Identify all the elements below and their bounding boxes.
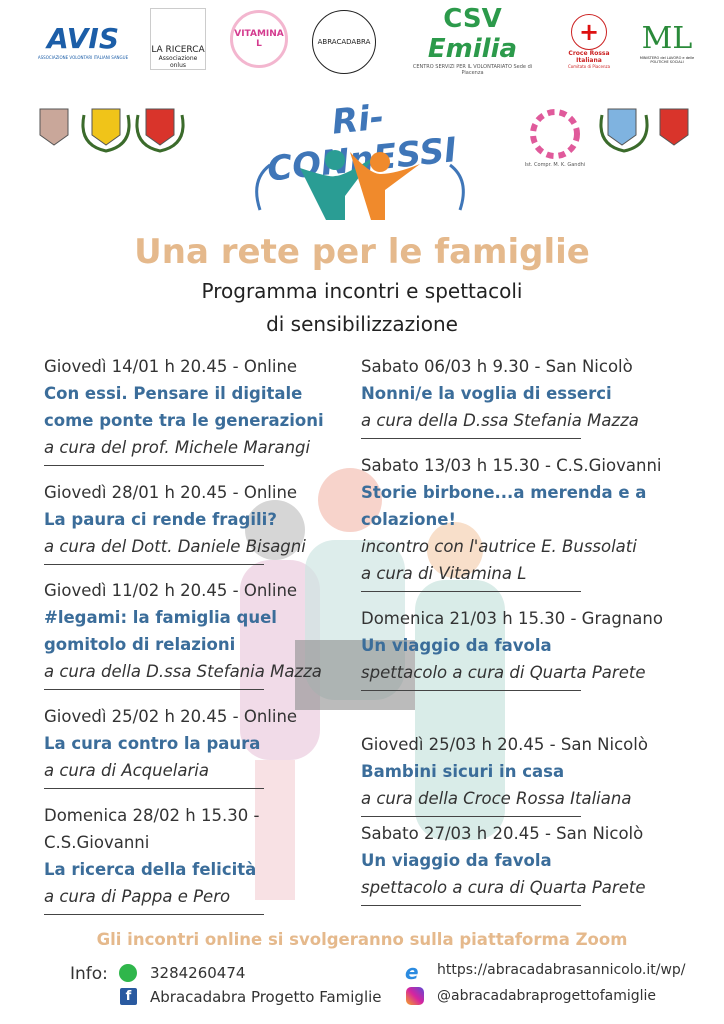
event-who: a cura della D.ssa Stefania Mazza [361, 411, 639, 430]
divider [44, 788, 264, 789]
event-title: Un viaggio da favola [361, 636, 552, 655]
event-item: Giovedì 25/03 h 20.45 - San Nicolò Bambin… [361, 731, 671, 817]
event-title: Con essi. Pensare il digitale [44, 384, 303, 403]
event-when: Sabato 06/03 h 9.30 - San Nicolò [361, 357, 633, 376]
municipal-coats-of-arms-left [39, 108, 185, 153]
event-when: Domenica 28/02 h 15.30 - [44, 806, 260, 825]
event-who: spettacolo a cura di Quarta Parete [361, 878, 646, 897]
croce-rossa-logo: + Croce Rossa Italiana Comitato di Piacenz… [558, 10, 620, 72]
event-who: a cura del prof. Michele Marangi [44, 438, 311, 457]
event-when: Giovedì 25/02 h 20.45 - Online [44, 707, 298, 726]
abracadabra-logo: ABRACADABRA [312, 10, 376, 74]
event-when: Giovedì 11/02 h 20.45 - Online [44, 581, 298, 600]
event-title: Nonni/e la voglia di esserci [361, 384, 612, 403]
event-who: a cura del Dott. Daniele Bisagni [44, 537, 306, 556]
event-when: Sabato 27/03 h 20.45 - San Nicolò [361, 824, 644, 843]
ministero-lavoro-logo: ML MINISTERO del LAVORO e delle POLITICHE… [639, 20, 695, 64]
event-who: spettacolo a cura di Quarta Parete [361, 663, 646, 682]
event-title: La cura contro la paura [44, 734, 261, 753]
event-item: Sabato 06/03 h 9.30 - San Nicolò Nonni/e … [361, 353, 671, 439]
facebook-link[interactable]: Abracadabra Progetto Famiglie [150, 988, 382, 1006]
website-link[interactable]: https://abracadabrasannicolo.it/wp/ [437, 962, 686, 978]
divider [361, 438, 581, 439]
event-title: La paura ci rende fragili? [44, 510, 277, 529]
gandhi-school-logo: Ist. Compr. M. K. Gandhi [515, 92, 595, 168]
vitamina-l-logo: VITAMINA L [230, 10, 288, 68]
online-note: Gli incontri online si svolgeranno sulla… [96, 930, 628, 949]
divider [361, 591, 581, 592]
instagram-icon [406, 987, 424, 1005]
ri-connessi-logo: Ri-CONnESSI [240, 98, 480, 220]
event-who: incontro con l'autrice E. Bussolati [361, 537, 637, 556]
event-title: come ponte tra le generazioni [44, 411, 324, 430]
subtitle-line-2: di sensibilizzazione [266, 312, 458, 336]
instagram-link[interactable]: @abracadabraprogettofamiglie [437, 988, 657, 1004]
event-who: a cura di Pappa e Pero [44, 887, 231, 906]
csv-emilia-logo: CSV Emilia CENTRO SERVIZI PER IL VOLONTAR… [412, 4, 533, 76]
subtitle-line-1: Programma incontri e spettacoli [201, 279, 523, 303]
event-when: Giovedì 28/01 h 20.45 - Online [44, 483, 298, 502]
event-when: C.S.Giovanni [44, 833, 150, 852]
browser-icon: e [405, 960, 419, 984]
divider [44, 564, 264, 565]
event-when: Domenica 21/03 h 15.30 - Gragnano [361, 609, 663, 628]
event-title: La ricerca della felicità [44, 860, 257, 879]
event-item: Sabato 13/03 h 15.30 - C.S.Giovanni Stori… [361, 452, 671, 592]
la-ricerca-logo: LA RICERCA Associazione onlus [150, 8, 206, 70]
divider [44, 914, 264, 915]
divider [44, 465, 264, 466]
event-item: Giovedì 11/02 h 20.45 - Online #legami: l… [44, 577, 354, 690]
divider [44, 689, 264, 690]
event-when: Giovedì 14/01 h 20.45 - Online [44, 357, 298, 376]
family-silhouette-background [240, 468, 505, 900]
event-item: Domenica 21/03 h 15.30 - Gragnano Un viag… [361, 605, 671, 691]
event-title: #legami: la famiglia quel [44, 608, 277, 627]
event-who: a cura della D.ssa Stefania Mazza [44, 662, 322, 681]
info-label: Info: [70, 964, 108, 984]
municipal-coats-of-arms-right [599, 108, 689, 153]
event-title: gomitolo di relazioni [44, 635, 236, 654]
event-title: Storie birbone...a merenda e a [361, 483, 647, 502]
event-title: colazione! [361, 510, 456, 529]
divider [361, 816, 581, 817]
event-item: Giovedì 28/01 h 20.45 - Online La paura c… [44, 479, 354, 565]
avis-logo: AVIS ASSOCIAZIONE VOLONTARI ITALIANI SANG… [37, 22, 129, 60]
event-item: Sabato 27/03 h 20.45 - San Nicolò Un viag… [361, 820, 671, 906]
whatsapp-icon [119, 964, 137, 982]
event-item: Giovedì 25/02 h 20.45 - Online La cura co… [44, 703, 354, 789]
two-figures-icon [255, 150, 465, 220]
facebook-icon: f [120, 988, 137, 1005]
hands-circle-icon [530, 109, 580, 159]
page-title: Una rete per le famiglie [134, 232, 590, 272]
phone-number[interactable]: 3284260474 [150, 964, 246, 982]
divider [361, 905, 581, 906]
event-item: Giovedì 14/01 h 20.45 - Online Con essi. … [44, 353, 354, 466]
event-when: Giovedì 25/03 h 20.45 - San Nicolò [361, 735, 648, 754]
event-when: Sabato 13/03 h 15.30 - C.S.Giovanni [361, 456, 662, 475]
event-title: Bambini sicuri in casa [361, 762, 565, 781]
event-who: a cura di Vitamina L [361, 564, 527, 583]
event-title: Un viaggio da favola [361, 851, 552, 870]
event-who: a cura di Acquelaria [44, 761, 209, 780]
divider [361, 690, 581, 691]
event-who: a cura della Croce Rossa Italiana [361, 789, 632, 808]
event-item: Domenica 28/02 h 15.30 - C.S.Giovanni La r… [44, 802, 354, 915]
